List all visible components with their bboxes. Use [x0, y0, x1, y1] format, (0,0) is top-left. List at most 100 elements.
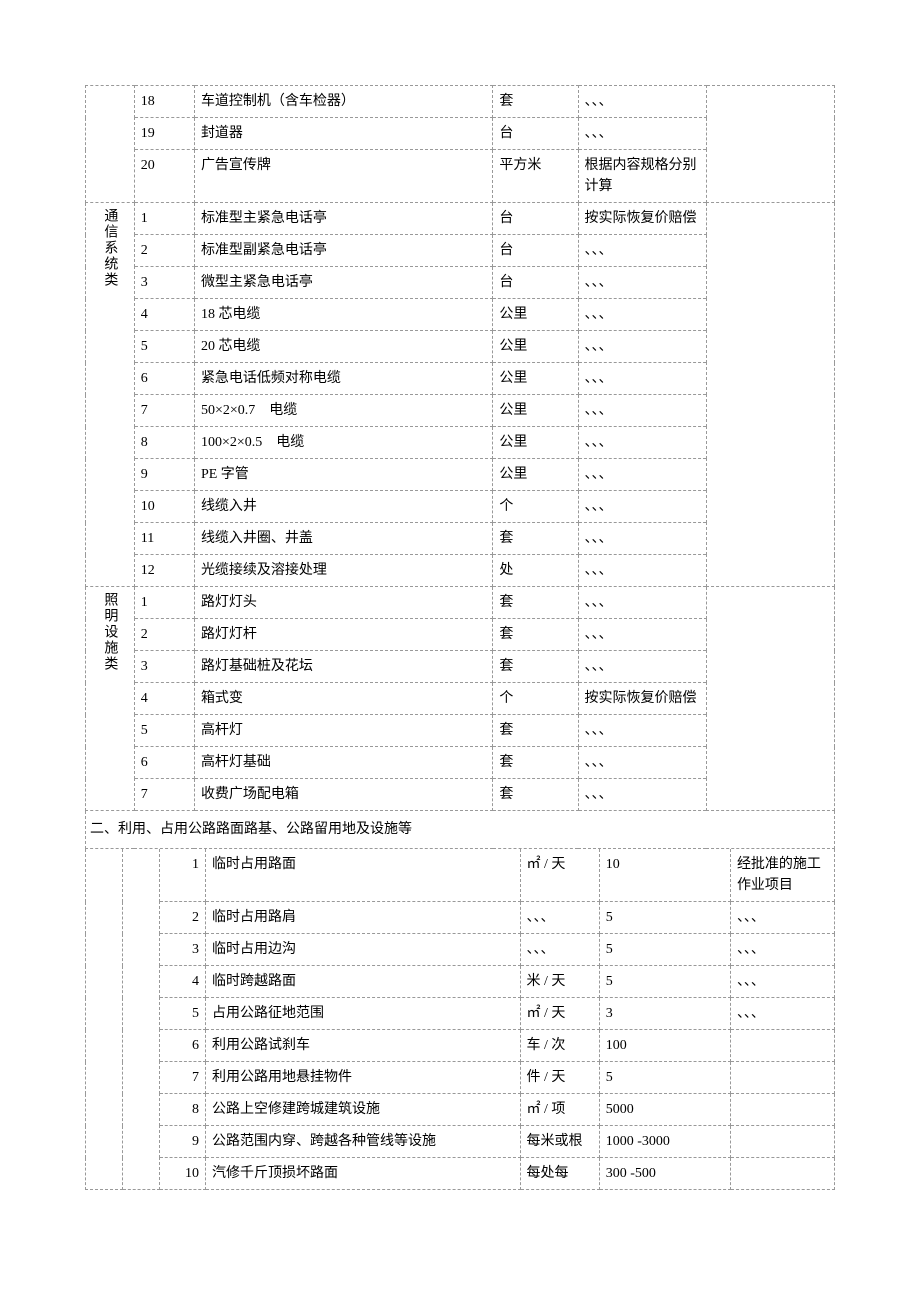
cell-unit: 公里	[493, 363, 578, 395]
cell-desc: 公路范围内穿、跨越各种管线等设施	[206, 1126, 520, 1158]
cell-num: 20	[134, 150, 194, 203]
cell-desc: 高杆灯	[194, 715, 492, 747]
cell-price: 5000	[599, 1094, 730, 1126]
cell-price: 、、、	[578, 491, 706, 523]
cell-desc: 50×2×0.7 电缆	[194, 395, 492, 427]
cell-unit: 公里	[493, 331, 578, 363]
cell-desc: 临时占用边沟	[206, 934, 520, 966]
cell-price: 根据内容规格分别计算	[578, 150, 706, 203]
table-row: 通信系统类 1 标准型主紧急电话亭 台 按实际恢复价赔偿	[86, 203, 835, 235]
cell-unit: 每米或根	[520, 1126, 599, 1158]
cell-price: 、、、	[578, 267, 706, 299]
cell-desc: 线缆入井圈、井盖	[194, 523, 492, 555]
cell-num: 2	[134, 619, 194, 651]
cell-desc: 临时占用路面	[206, 849, 520, 902]
cell-unit: 套	[493, 86, 578, 118]
cell-price: 300 -500	[599, 1158, 730, 1190]
cell-num: 6	[160, 1030, 206, 1062]
table-row: 1 临时占用路面 ㎡ / 天 10 经批准的施工作业项目	[86, 849, 835, 902]
cell-desc: 路灯基础桩及花坛	[194, 651, 492, 683]
cell-unit: 个	[493, 683, 578, 715]
cell-num: 4	[160, 966, 206, 998]
cell-price: 、、、	[578, 331, 706, 363]
cell-num: 5	[160, 998, 206, 1030]
cell-unit: 车 / 次	[520, 1030, 599, 1062]
cell-unit: 台	[493, 267, 578, 299]
cell-price: 、、、	[578, 587, 706, 619]
cell-unit: ㎡ / 天	[520, 998, 599, 1030]
cell-unit: 台	[493, 118, 578, 150]
cell-num: 10	[160, 1158, 206, 1190]
cell-unit: 公里	[493, 299, 578, 331]
cell-desc: 临时占用路肩	[206, 902, 520, 934]
cell-num: 7	[134, 779, 194, 811]
cell-price: 、、、	[578, 651, 706, 683]
cell-unit: 套	[493, 651, 578, 683]
cell-desc: 标准型副紧急电话亭	[194, 235, 492, 267]
cell-price: 、、、	[578, 779, 706, 811]
cell-price: 3	[599, 998, 730, 1030]
cell-price: 1000 -3000	[599, 1126, 730, 1158]
cell-price: 、、、	[578, 715, 706, 747]
cell-num: 18	[134, 86, 194, 118]
section-heading-row: 二、利用、占用公路路面路基、公路留用地及设施等	[86, 811, 835, 849]
category-label: 照明设施类	[99, 592, 120, 672]
main-table-part1: 18 车道控制机（含车检器） 套 、、、 19 封道器 台 、、、 20 广告宣…	[85, 85, 835, 849]
cell-unit: 平方米	[493, 150, 578, 203]
cell-desc: 光缆接续及溶接处理	[194, 555, 492, 587]
cell-unit: 公里	[493, 459, 578, 491]
cell-price: 、、、	[578, 555, 706, 587]
cell-num: 4	[134, 683, 194, 715]
cell-desc: 紧急电话低频对称电缆	[194, 363, 492, 395]
table-row: 8 公路上空修建跨城建筑设施 ㎡ / 项 5000	[86, 1094, 835, 1126]
cell-remark	[730, 1094, 834, 1126]
cell-desc: 公路上空修建跨城建筑设施	[206, 1094, 520, 1126]
cell-unit: 套	[493, 587, 578, 619]
cell-num: 19	[134, 118, 194, 150]
cell-num: 5	[134, 715, 194, 747]
cell-desc: 高杆灯基础	[194, 747, 492, 779]
cell-unit: 台	[493, 203, 578, 235]
table-row: 5 占用公路征地范围 ㎡ / 天 3 、、、	[86, 998, 835, 1030]
cell-num: 9	[134, 459, 194, 491]
cell-num: 2	[134, 235, 194, 267]
cell-unit: 个	[493, 491, 578, 523]
cell-desc: 利用公路用地悬挂物件	[206, 1062, 520, 1094]
cell-remark	[730, 1126, 834, 1158]
cell-desc: 广告宣传牌	[194, 150, 492, 203]
cell-num: 1	[134, 203, 194, 235]
main-table-part2: 1 临时占用路面 ㎡ / 天 10 经批准的施工作业项目 2 临时占用路肩 、、…	[85, 849, 835, 1190]
cell-unit: 每处每	[520, 1158, 599, 1190]
cell-num: 5	[134, 331, 194, 363]
cell-num: 1	[134, 587, 194, 619]
cell-price: 、、、	[578, 523, 706, 555]
section-title: 二、利用、占用公路路面路基、公路留用地及设施等	[86, 811, 835, 849]
table-row: 9 公路范围内穿、跨越各种管线等设施 每米或根 1000 -3000	[86, 1126, 835, 1158]
table-row: 3 临时占用边沟 、、、 5 、、、	[86, 934, 835, 966]
cell-num: 3	[160, 934, 206, 966]
cell-desc: 路灯灯头	[194, 587, 492, 619]
cell-num: 6	[134, 747, 194, 779]
cell-price: 10	[599, 849, 730, 902]
cell-price: 5	[599, 966, 730, 998]
cell-remark	[730, 1030, 834, 1062]
cell-num: 8	[160, 1094, 206, 1126]
table-row: 7 利用公路用地悬挂物件 件 / 天 5	[86, 1062, 835, 1094]
cell-price: 、、、	[578, 459, 706, 491]
cell-price: 、、、	[578, 299, 706, 331]
cell-price: 5	[599, 1062, 730, 1094]
table-row: 6 利用公路试刹车 车 / 次 100	[86, 1030, 835, 1062]
cell-price: 、、、	[578, 427, 706, 459]
cell-price: 、、、	[578, 363, 706, 395]
cell-num: 3	[134, 267, 194, 299]
category-label: 通信系统类	[99, 208, 120, 288]
cell-desc: 利用公路试刹车	[206, 1030, 520, 1062]
cell-num: 8	[134, 427, 194, 459]
cell-num: 11	[134, 523, 194, 555]
cell-unit: 套	[493, 779, 578, 811]
cell-desc: 20 芯电缆	[194, 331, 492, 363]
cell-desc: 车道控制机（含车检器）	[194, 86, 492, 118]
cell-desc: 线缆入井	[194, 491, 492, 523]
cell-desc: 箱式变	[194, 683, 492, 715]
cell-desc: 标准型主紧急电话亭	[194, 203, 492, 235]
